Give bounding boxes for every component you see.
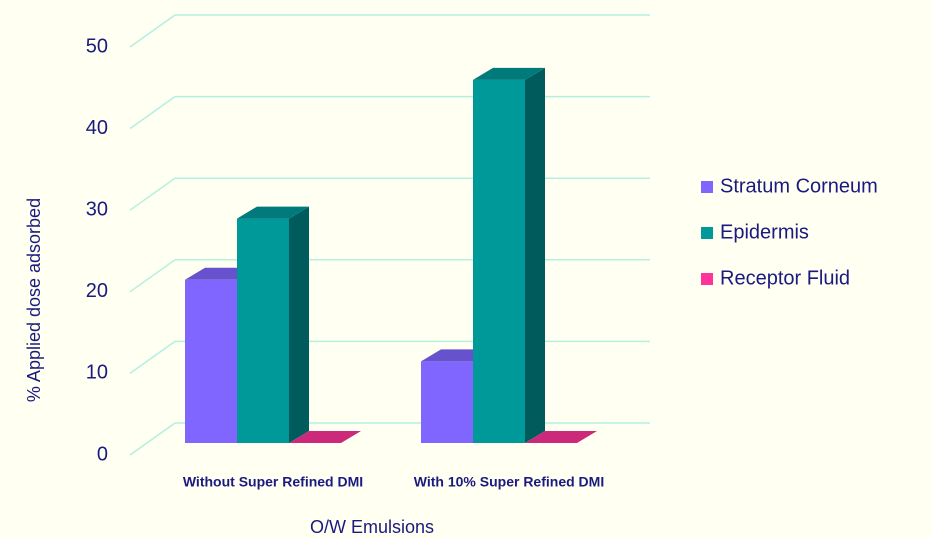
bar-top: [525, 431, 597, 443]
bar: [289, 431, 361, 443]
bar-top: [473, 67, 545, 80]
grid-line: [129, 422, 176, 456]
grid-line: [129, 177, 176, 211]
legend-swatch: [701, 273, 713, 285]
legend-label: Epidermis: [720, 221, 809, 243]
legend-swatch: [701, 181, 713, 193]
grid-line: [129, 95, 176, 130]
y-tick-label: 20: [86, 280, 108, 302]
bar-top: [237, 206, 309, 219]
bar-side: [525, 67, 545, 443]
bar-front: [473, 79, 525, 443]
x-axis-label: O/W Emulsions: [310, 517, 434, 537]
grid-line: [129, 340, 176, 375]
y-tick-label: 10: [86, 362, 108, 384]
bar-front: [237, 218, 289, 443]
y-tick-label: 0: [97, 443, 108, 465]
bar: [237, 206, 309, 443]
grid-line: [129, 259, 176, 293]
bar: [473, 67, 545, 443]
x-tick-label: With 10% Super Refined DMI: [414, 474, 604, 490]
bar-top: [289, 431, 361, 443]
x-tick-label: Without Super Refined DMI: [183, 474, 363, 490]
y-tick-label: 50: [86, 35, 108, 57]
bar-front: [185, 279, 237, 443]
legend-label: Receptor Fluid: [720, 267, 850, 289]
y-tick-label: 30: [86, 198, 108, 220]
y-axis-label: % Applied dose adsorbed: [24, 198, 44, 402]
bar-side: [289, 206, 309, 443]
bar-front: [421, 361, 473, 443]
grid-line: [129, 14, 176, 48]
y-tick-label: 40: [86, 117, 108, 139]
legend-swatch: [701, 227, 713, 239]
bar: [525, 431, 597, 443]
legend-label: Stratum Corneum: [720, 175, 878, 197]
